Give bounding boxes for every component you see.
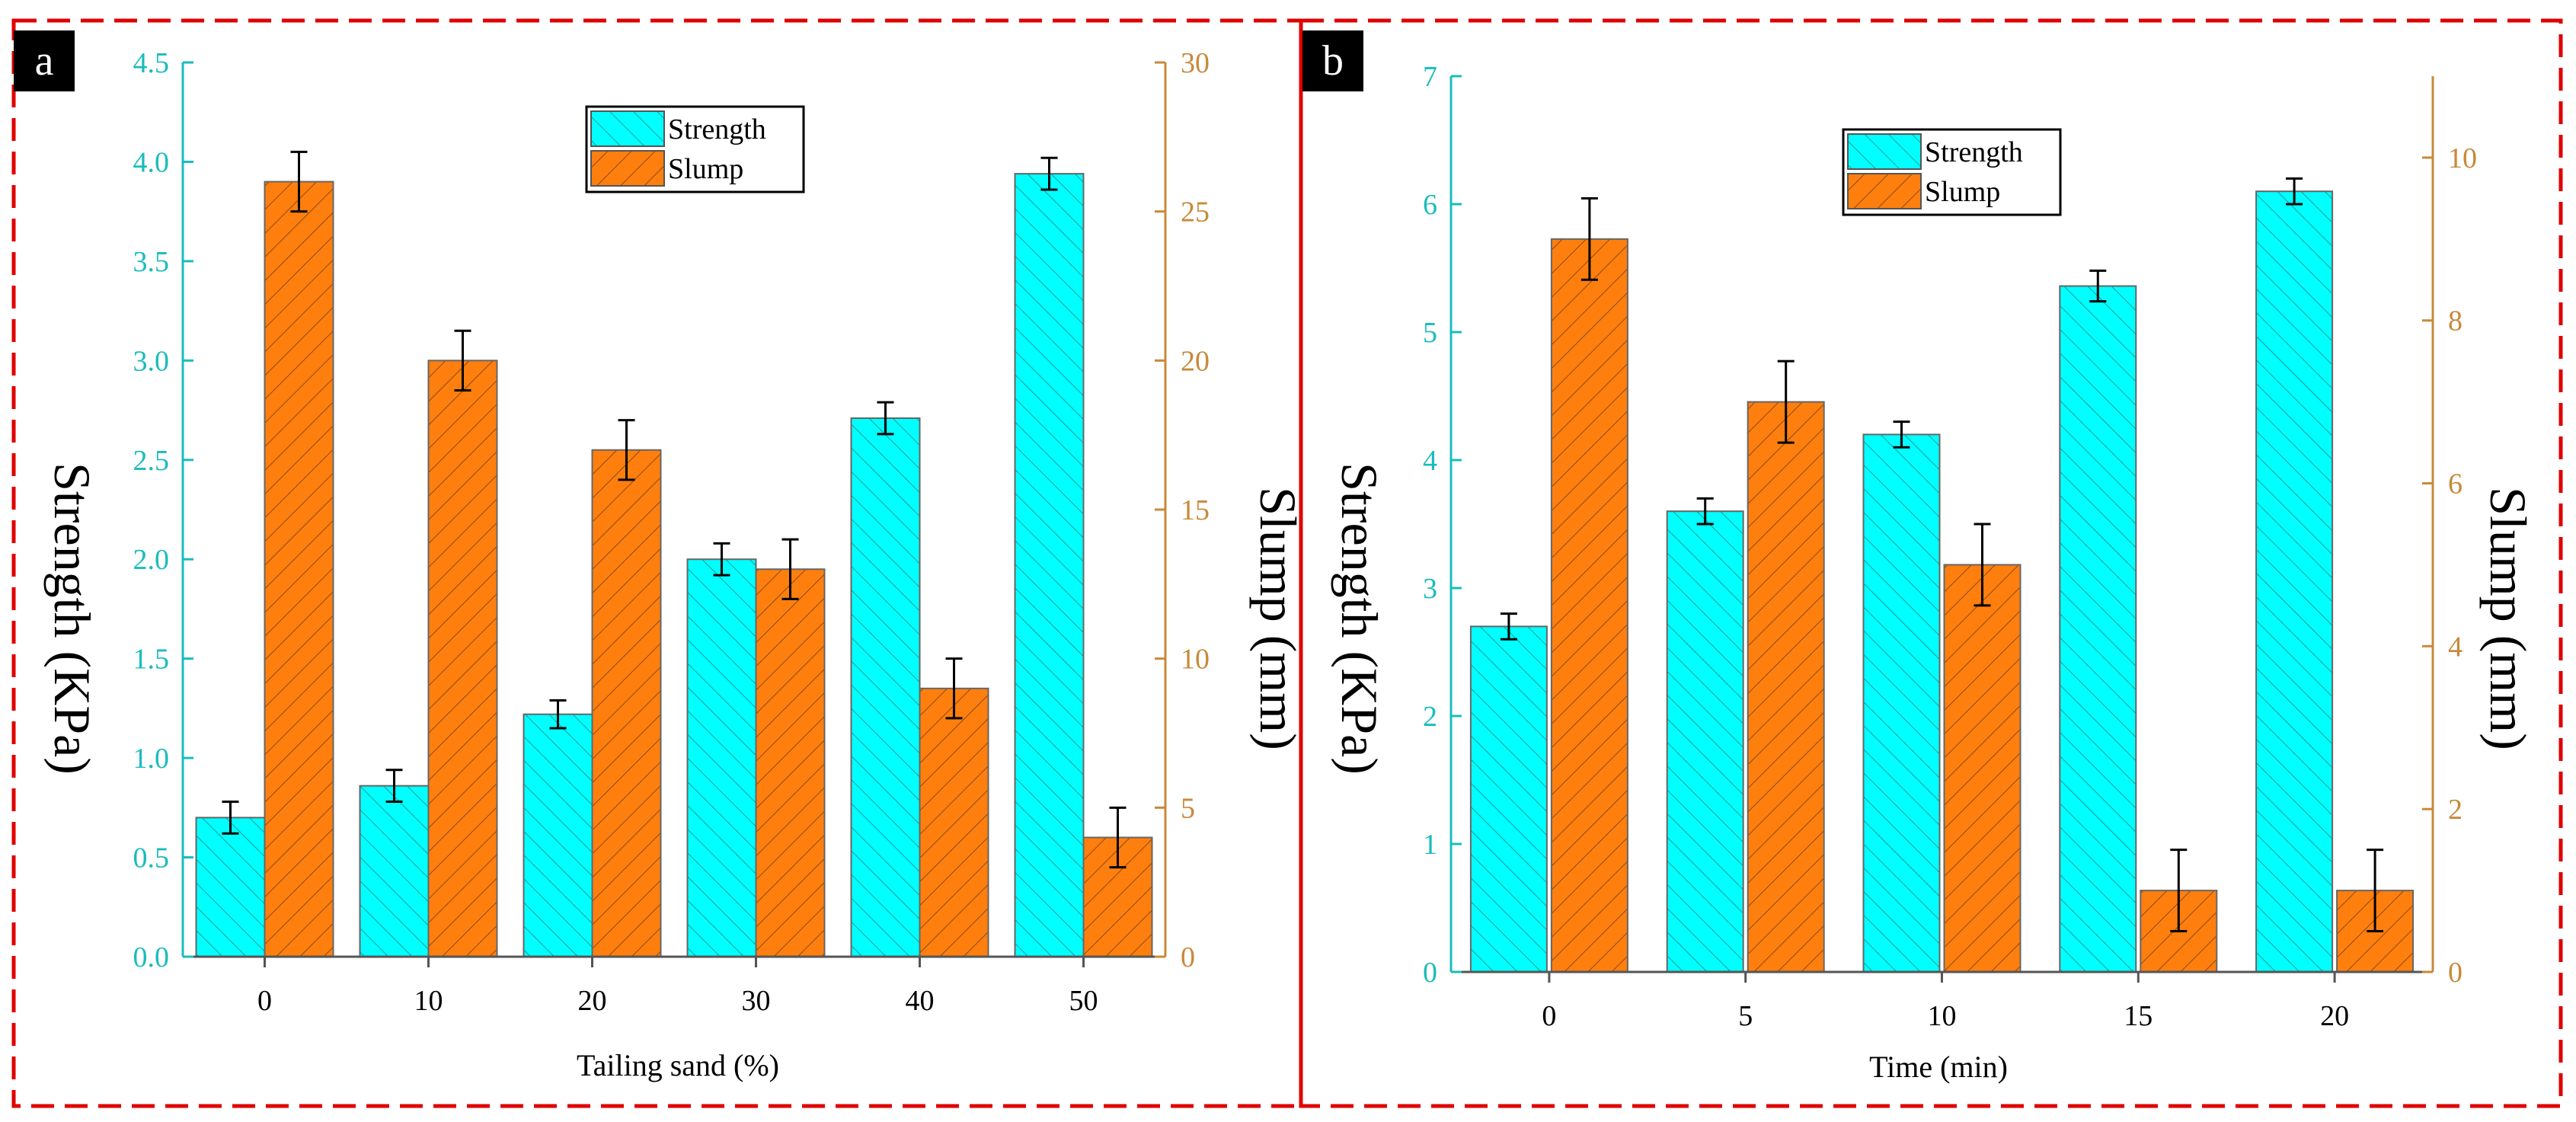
chart-b-ytick-right-label-3: 6 (2448, 468, 2463, 500)
chart-a-legend-label-slump: Slump (668, 153, 743, 185)
chart-a-ytick-left-label-6: 3.0 (133, 345, 170, 377)
chart-b-xtick-label-0: 0 (1542, 1000, 1556, 1032)
panel-b-label: b (1322, 37, 1344, 85)
chart-b-ytick-right-label-2: 4 (2448, 631, 2463, 663)
chart-b-bar-strength-2 (1862, 433, 1941, 973)
chart-b-bar-slump-2 (1943, 564, 2021, 973)
chart-a-ylabel-right: Slump (mm) (1249, 487, 1307, 750)
chart-a-ytick-right-label-2: 10 (1181, 644, 1210, 676)
chart-a-bar-strength-0 (195, 817, 266, 958)
chart-b-bar-strength-1 (1666, 510, 1744, 973)
chart-a-xtick-label-3: 30 (742, 985, 771, 1017)
chart-b-ytick-left-label-5: 5 (1423, 317, 1437, 349)
chart-a-ytick-left-label-7: 3.5 (133, 246, 170, 278)
chart-b: 0 1 2 3 4 5 6 7 0 2 4 6 8 10 0 5 10 15 20 Time (min) Stren… (1331, 61, 2537, 1084)
chart-a-ytick-left-label-5: 2.5 (133, 445, 170, 477)
chart-b-legend-label-slump: Slump (1925, 176, 2000, 208)
chart-a-ytick-left-label-3: 1.5 (133, 644, 170, 676)
chart-a-legend: Strength Slump (585, 105, 805, 193)
panel-a-label-box (14, 30, 75, 91)
panel-a-label: a (35, 37, 54, 85)
chart-b-bar-slump-1 (1747, 401, 1825, 973)
chart-a-xtick-label-0: 0 (257, 985, 272, 1017)
chart-a-axes: 0.0 0.5 1.0 1.5 2.0 2.5 3.0 3.5 4.0 4.5 0 5 10 15 20 25… (133, 47, 1210, 1017)
chart-b-xtick-label-4: 20 (2320, 1000, 2349, 1032)
chart-a-ytick-right-label-0: 0 (1181, 941, 1195, 973)
chart-a-bar-strength-4 (850, 417, 921, 957)
chart-a-ylabel-left: Strength (KPa) (43, 462, 101, 775)
chart-a-bar-slump-0 (264, 181, 334, 958)
chart-a-xlabel: Tailing sand (%) (577, 1048, 779, 1082)
chart-b-ytick-left-label-2: 2 (1423, 701, 1437, 733)
chart-b-ytick-left-label-7: 7 (1423, 61, 1437, 93)
panel-b-label-box (1302, 30, 1363, 91)
chart-a-bar-slump-2 (591, 449, 662, 957)
chart-a-ytick-left-label-9: 4.5 (133, 47, 170, 79)
chart-a-legend-label-strength: Strength (668, 113, 766, 145)
chart-a-ytick-left-label-4: 2.0 (133, 544, 170, 576)
chart-a-legend-swatch-strength (590, 110, 665, 147)
chart-b-ytick-right-label-4: 8 (2448, 305, 2463, 337)
chart-a-ytick-left-label-2: 1.0 (133, 743, 170, 775)
chart-a-ytick-right-label-1: 5 (1181, 792, 1195, 824)
chart-b-ytick-left-label-4: 4 (1423, 445, 1437, 477)
chart-b-xtick-label-3: 15 (2124, 1000, 2153, 1032)
chart-b-legend-swatch-strength (1847, 133, 1922, 170)
chart-a-xtick-label-4: 40 (906, 985, 935, 1017)
chart-b-ytick-left-label-1: 1 (1423, 829, 1437, 861)
chart-a-xtick-label-2: 20 (578, 985, 607, 1017)
chart-b-bar-strength-4 (2255, 190, 2334, 973)
chart-b-ylabel-left: Strength (KPa) (1331, 462, 1389, 775)
chart-b-bars (1469, 177, 2415, 973)
chart-a-ytick-left-label-0: 0.0 (133, 941, 170, 973)
chart-b-legend: Strength Slump (1842, 128, 2062, 216)
panel-a-border (11, 18, 1303, 1108)
chart-b-ytick-right-label-5: 10 (2448, 142, 2477, 174)
chart-a-ytick-left-label-1: 0.5 (133, 842, 170, 874)
chart-b-xlabel: Time (min) (1869, 1050, 2008, 1084)
chart-a: 0.0 0.5 1.0 1.5 2.0 2.5 3.0 3.5 4.0 4.5 0 5 10 15 20 25… (43, 47, 1307, 1082)
chart-a-xtick-label-1: 10 (414, 985, 443, 1017)
chart-b-xtick-label-2: 10 (1928, 1000, 1957, 1032)
chart-b-axes: 0 1 2 3 4 5 6 7 0 2 4 6 8 10 0 5 10 15 20 (1423, 61, 2477, 1032)
chart-b-ytick-left-label-3: 3 (1423, 573, 1437, 605)
chart-a-bar-strength-3 (686, 558, 757, 957)
chart-a-bar-strength-5 (1014, 173, 1085, 957)
chart-b-legend-swatch-slump (1847, 173, 1922, 209)
chart-b-ytick-left-label-6: 6 (1423, 189, 1437, 221)
chart-a-ytick-right-label-4: 20 (1181, 345, 1210, 377)
chart-a-ytick-right-label-6: 30 (1181, 47, 1210, 79)
chart-a-legend-swatch-slump (590, 150, 665, 187)
chart-b-ytick-right-label-0: 0 (2448, 957, 2463, 989)
chart-a-bars (195, 150, 1153, 958)
chart-b-ytick-left-label-0: 0 (1423, 957, 1437, 989)
chart-a-bar-slump-3 (755, 568, 826, 957)
chart-b-ylabel-right: Slump (mm) (2479, 487, 2537, 750)
chart-a-ytick-left-label-8: 4.0 (133, 146, 170, 178)
chart-a-bar-slump-1 (427, 360, 498, 958)
chart-b-xtick-label-1: 5 (1738, 1000, 1753, 1032)
chart-b-legend-label-strength: Strength (1925, 136, 2023, 168)
chart-a-ytick-right-label-5: 25 (1181, 197, 1210, 229)
chart-a-bar-slump-4 (919, 687, 989, 957)
chart-a-ytick-right-label-3: 15 (1181, 494, 1210, 526)
chart-a-bar-strength-1 (359, 785, 430, 957)
chart-b-bar-strength-3 (2059, 285, 2137, 973)
chart-b-bar-slump-0 (1550, 238, 1628, 973)
chart-a-xtick-label-5: 50 (1069, 985, 1098, 1017)
chart-b-bar-strength-0 (1469, 625, 1548, 973)
chart-b-ytick-right-label-1: 2 (2448, 794, 2463, 826)
chart-a-bar-strength-2 (523, 713, 593, 958)
